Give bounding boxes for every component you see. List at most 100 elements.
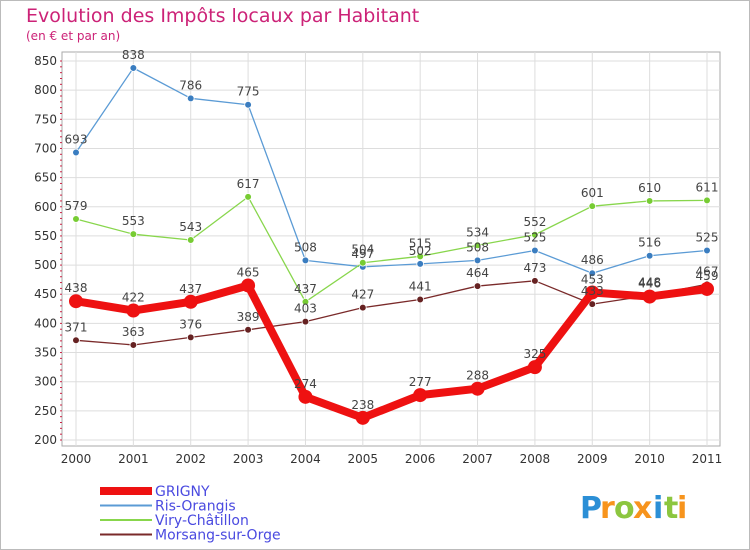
data-point [473, 241, 482, 250]
legend-label: Viry-Châtillon [155, 513, 249, 529]
data-point [588, 202, 597, 210]
data-point [244, 325, 252, 334]
data-label: 553 [122, 214, 145, 228]
logo-letter: o [614, 491, 635, 526]
data-label: 371 [65, 320, 88, 334]
y-tick-label: 700 [34, 141, 57, 155]
data-label: 427 [351, 288, 374, 302]
data-label: 579 [65, 199, 88, 213]
x-tick-label: 2009 [577, 452, 608, 466]
x-tick-label: 2011 [692, 452, 723, 466]
data-point [244, 100, 252, 109]
data-label: 464 [466, 266, 489, 280]
legend-label: Ris-Orangis [155, 499, 236, 515]
x-tick-label: 2001 [118, 452, 149, 466]
data-label: 525 [696, 231, 719, 245]
logo-letter: P [580, 491, 602, 526]
data-label: 473 [523, 261, 546, 275]
data-point [413, 388, 428, 403]
data-label: 486 [581, 253, 604, 267]
axis-layer: 200 250 300 350 400 450 500 550 600 650 700 750 800 8… [34, 54, 722, 466]
data-point [585, 285, 600, 300]
data-point [703, 246, 711, 255]
logo-letter: t [664, 491, 678, 526]
data-label: 543 [179, 220, 202, 234]
x-tick-label: 2004 [290, 452, 321, 466]
data-point [186, 333, 195, 342]
y-tick-label: 850 [34, 54, 57, 68]
y-tick-label: 650 [34, 171, 57, 185]
data-label: 363 [122, 325, 145, 339]
data-point [703, 196, 711, 205]
data-label: 525 [523, 231, 546, 245]
data-point [129, 230, 138, 238]
logo-letter: x [633, 491, 652, 526]
data-label: 838 [122, 48, 145, 62]
data-label: 437 [179, 282, 202, 296]
data-point [531, 230, 539, 239]
data-label: 448 [638, 275, 661, 289]
data-point [527, 360, 542, 375]
data-label: 515 [409, 236, 432, 250]
y-tick-label: 400 [34, 316, 57, 330]
data-point [186, 236, 195, 244]
series-layer [69, 64, 714, 425]
data-point [416, 252, 424, 261]
data-label: 446 [638, 277, 661, 291]
data-label: 611 [696, 180, 719, 194]
data-point [470, 381, 485, 396]
chart-title: Evolution des Impôts locaux par Habitant [26, 5, 419, 27]
data-point [126, 303, 141, 318]
data-label: 422 [122, 291, 145, 305]
legend: GRIGNYRis-OrangisViry-ChâtillonMorsang-s… [100, 484, 281, 544]
y-tick-label: 800 [34, 83, 57, 97]
data-point [359, 258, 367, 267]
data-label: 775 [237, 85, 260, 99]
y-tick-label: 250 [34, 404, 57, 418]
chart-subtitle: (en € et par an) [26, 29, 120, 43]
data-point [588, 269, 597, 278]
y-tick-label: 550 [34, 229, 57, 243]
series-line-morsang-sur-orge [75, 280, 708, 346]
data-label: 438 [65, 281, 88, 295]
data-point [183, 294, 198, 309]
logo-letter: i [653, 491, 663, 526]
data-label: 601 [581, 186, 604, 200]
data-point [298, 389, 313, 404]
data-label: 403 [294, 302, 317, 316]
data-label: 465 [237, 265, 260, 279]
data-label: 610 [638, 181, 661, 195]
x-tick-label: 2007 [462, 452, 493, 466]
data-label: 453 [581, 272, 604, 286]
data-label: 277 [409, 375, 432, 389]
legend-label: Morsang-sur-Orge [155, 528, 281, 544]
legend-label: GRIGNY [155, 484, 210, 500]
data-label: 376 [179, 317, 202, 331]
y-tick-label: 750 [34, 112, 57, 126]
data-label: 433 [581, 284, 604, 298]
x-tick-label: 2005 [348, 452, 379, 466]
data-point [416, 260, 424, 268]
y-tick-label: 500 [34, 258, 57, 272]
data-point [642, 289, 657, 304]
x-tick-label: 2008 [520, 452, 551, 466]
x-tick-label: 2000 [61, 452, 92, 466]
data-point [129, 341, 138, 349]
data-point [588, 300, 597, 308]
data-point [531, 277, 539, 285]
data-point [241, 278, 256, 293]
data-label: 325 [523, 347, 546, 361]
logo-letter: i [677, 491, 687, 526]
y-tick-label: 600 [34, 200, 57, 214]
x-tick-label: 2010 [634, 452, 665, 466]
data-point [473, 282, 482, 290]
data-label: 389 [237, 310, 260, 324]
data-label: 274 [294, 377, 317, 391]
data-point [69, 294, 83, 309]
data-point [359, 303, 367, 312]
data-label-layer: 693 838 786 775 508 497 502 508 525 486 516 525 579 5… [65, 48, 719, 412]
data-point [244, 193, 252, 201]
data-point [645, 197, 654, 205]
data-label: 238 [351, 398, 374, 412]
